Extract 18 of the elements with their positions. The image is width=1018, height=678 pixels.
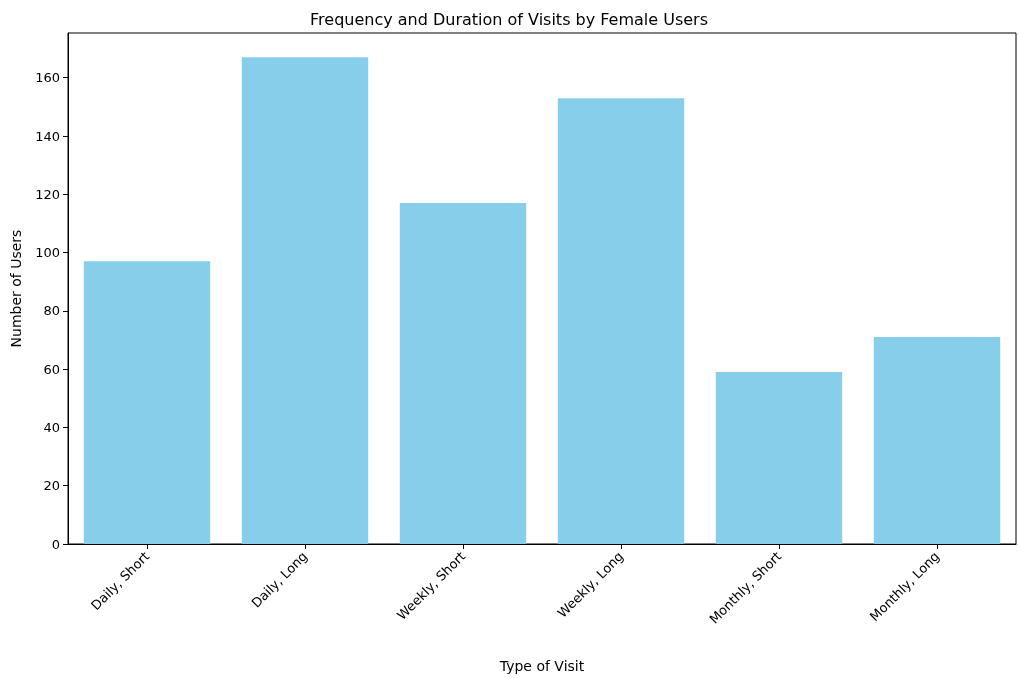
y-tick-label: 120 <box>35 186 60 202</box>
chart-title: Frequency and Duration of Visits by Female Users <box>310 9 708 29</box>
y-tick-label: 140 <box>35 128 60 144</box>
bar <box>873 337 1001 544</box>
y-tick-label: 20 <box>43 478 60 494</box>
bar <box>557 98 685 544</box>
y-tick-label: 80 <box>43 303 60 319</box>
bar <box>399 203 527 544</box>
y-axis-title: Number of Users <box>8 229 24 348</box>
y-tick-label: 100 <box>35 245 60 261</box>
y-tick-label: 160 <box>35 70 60 86</box>
y-tick-label: 40 <box>43 419 60 435</box>
bar <box>241 57 369 544</box>
y-tick-label: 60 <box>43 361 60 377</box>
y-tick-label: 0 <box>51 536 60 552</box>
x-axis-title: Type of Visit <box>498 658 585 674</box>
bar <box>715 372 843 544</box>
bar <box>83 261 211 544</box>
